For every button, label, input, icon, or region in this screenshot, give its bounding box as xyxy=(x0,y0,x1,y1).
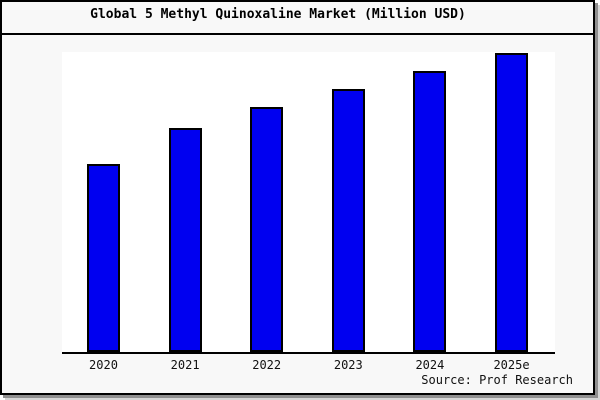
x-tick-label-2022: 2022 xyxy=(252,358,282,372)
x-tick-label-2025e: 2025e xyxy=(493,358,530,372)
x-tick-label-2023: 2023 xyxy=(333,358,363,372)
bar-2022 xyxy=(250,107,284,352)
bar-2023 xyxy=(331,89,365,352)
title-divider xyxy=(2,33,593,35)
source-note: Source: Prof Research xyxy=(421,373,573,387)
plot-area xyxy=(62,52,555,352)
x-axis-line xyxy=(62,352,555,354)
x-tick-label-2024: 2024 xyxy=(415,358,445,372)
x-tick-label-2020: 2020 xyxy=(89,358,118,372)
bar-2025e xyxy=(495,53,528,352)
bar-2021 xyxy=(168,128,202,352)
chart-frame: Global 5 Methyl Quinoxaline Market (Mill… xyxy=(0,0,595,395)
chart-title: Global 5 Methyl Quinoxaline Market (Mill… xyxy=(90,7,466,22)
bar-2020 xyxy=(87,164,120,352)
bar-2024 xyxy=(413,71,447,352)
x-tick-label-2021: 2021 xyxy=(170,358,200,372)
